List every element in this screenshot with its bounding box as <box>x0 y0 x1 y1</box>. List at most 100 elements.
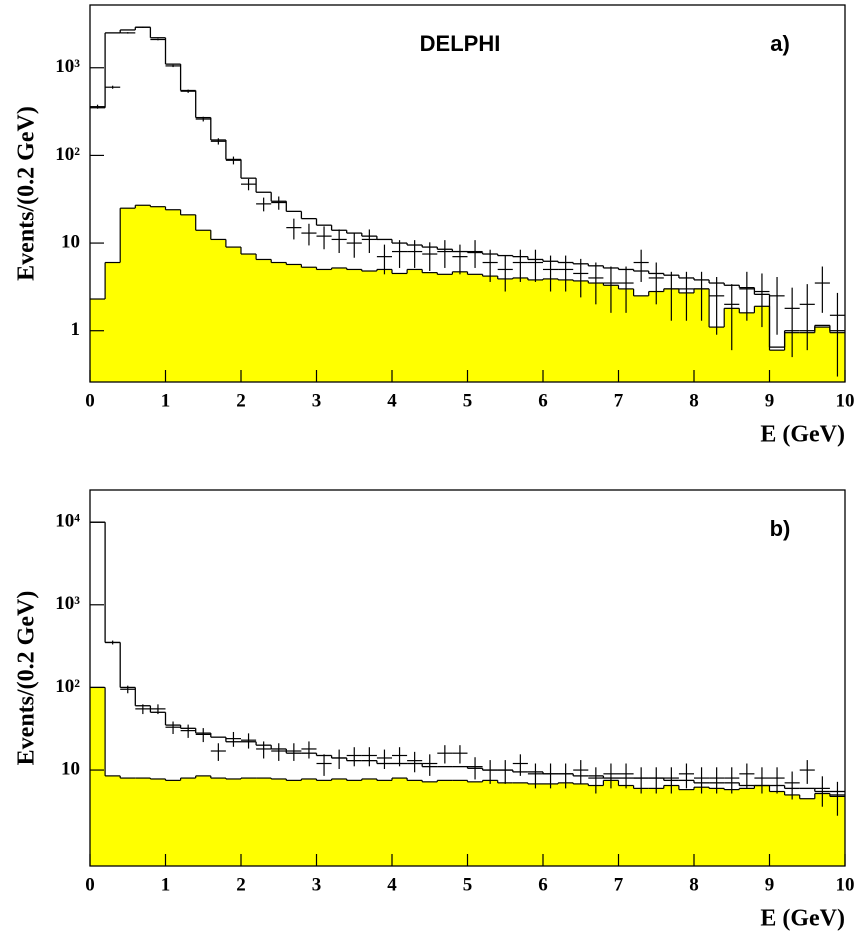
data-point <box>527 763 543 789</box>
data-point <box>467 240 483 268</box>
panel: 0 1 2 3 4 5 6 7 8 9 10 10 10² 10³ 10⁴ E (GeV) Events/(0.… <box>14 489 855 932</box>
data-point <box>784 771 800 800</box>
fill-series <box>90 686 845 866</box>
background-bar <box>543 783 559 866</box>
data-point <box>316 226 332 250</box>
background-bar <box>120 778 136 866</box>
y-tick-label: 10³ <box>55 56 80 77</box>
background-bar <box>497 782 514 866</box>
points-series <box>90 521 845 816</box>
annotation: a) <box>770 31 790 56</box>
data-point <box>724 767 740 794</box>
x-tick-label: 8 <box>689 390 699 411</box>
background-bar <box>497 278 514 382</box>
data-point <box>497 760 513 784</box>
background-bar <box>437 274 453 382</box>
data-point <box>392 747 408 767</box>
background-bar <box>437 780 453 866</box>
background-bar <box>709 788 725 866</box>
data-point <box>452 244 468 275</box>
background-bar <box>482 780 499 866</box>
x-tick-label: 2 <box>236 390 246 411</box>
background-bar <box>739 312 755 382</box>
data-point <box>180 724 196 738</box>
background-bar <box>392 273 408 382</box>
background-bar <box>376 269 393 382</box>
background-bar <box>709 327 725 382</box>
y-tick-label: 1 <box>71 319 81 340</box>
background-bar <box>694 787 710 866</box>
background-bar <box>271 778 287 866</box>
data-point <box>452 745 468 764</box>
y-axis-title: Events/(0.2 GeV) <box>14 106 40 281</box>
background-bar <box>543 278 559 382</box>
data-point <box>588 262 604 305</box>
background-bar <box>603 285 619 382</box>
x-tick-label: 7 <box>614 874 624 895</box>
y-tick-label: 10² <box>55 676 80 697</box>
background-bar <box>422 781 438 866</box>
data-point <box>422 242 438 272</box>
background-bar <box>588 785 604 866</box>
data-point <box>588 767 604 794</box>
x-tick-label: 6 <box>538 390 548 411</box>
y-tick-label: 10 <box>61 231 80 252</box>
background-bar <box>467 781 483 866</box>
data-point <box>769 277 785 335</box>
background-bar <box>724 789 740 866</box>
background-bar <box>814 793 831 866</box>
background-bar <box>316 780 332 866</box>
data-point <box>573 258 589 298</box>
data-point <box>437 240 453 268</box>
data-point <box>286 218 302 240</box>
background-bar <box>301 778 317 866</box>
data-point <box>407 751 423 773</box>
data-point <box>603 266 619 313</box>
data-point <box>150 704 166 715</box>
data-point <box>829 292 845 377</box>
background-bar <box>694 288 710 382</box>
background-bar <box>210 778 227 866</box>
data-point <box>573 760 589 784</box>
points-series <box>90 26 845 377</box>
panel: 0 1 2 3 4 5 6 7 8 9 10 1 10 10² 10³ E (GeV) Events/(0.2 … <box>14 4 855 448</box>
background-bar <box>407 269 423 382</box>
data-point <box>799 284 815 351</box>
background-bar <box>633 295 650 382</box>
data-point <box>769 767 785 794</box>
background-bar <box>392 778 408 866</box>
data-point <box>271 743 287 761</box>
data-point <box>784 287 800 358</box>
background-bar <box>165 780 181 866</box>
background-bar <box>648 788 665 866</box>
background-bar <box>799 332 816 382</box>
data-point <box>618 763 634 789</box>
x-tick-label: 8 <box>689 874 699 895</box>
background-bar <box>90 299 106 382</box>
background-bar <box>316 269 332 382</box>
x-tick-label: 5 <box>463 874 473 895</box>
x-tick-label: 1 <box>161 390 171 411</box>
data-point <box>225 731 241 747</box>
data-point <box>694 767 710 794</box>
data-point <box>618 266 634 313</box>
background-bar <box>90 687 106 866</box>
data-point <box>346 747 362 767</box>
data-point <box>663 271 679 321</box>
x-tick-label: 1 <box>161 874 171 895</box>
data-point <box>135 26 151 28</box>
data-point <box>558 763 574 789</box>
data-point <box>105 640 121 645</box>
data-point <box>482 760 498 784</box>
data-point <box>467 757 483 780</box>
x-tick-label: 4 <box>387 874 397 895</box>
data-point <box>392 240 408 268</box>
data-point <box>603 763 619 789</box>
background-bar <box>256 778 272 866</box>
x-tick-label: 0 <box>85 390 95 411</box>
data-point <box>376 749 392 769</box>
data-point <box>754 767 770 794</box>
data-point <box>663 767 679 794</box>
data-point <box>648 767 664 794</box>
background-bar <box>180 214 197 382</box>
